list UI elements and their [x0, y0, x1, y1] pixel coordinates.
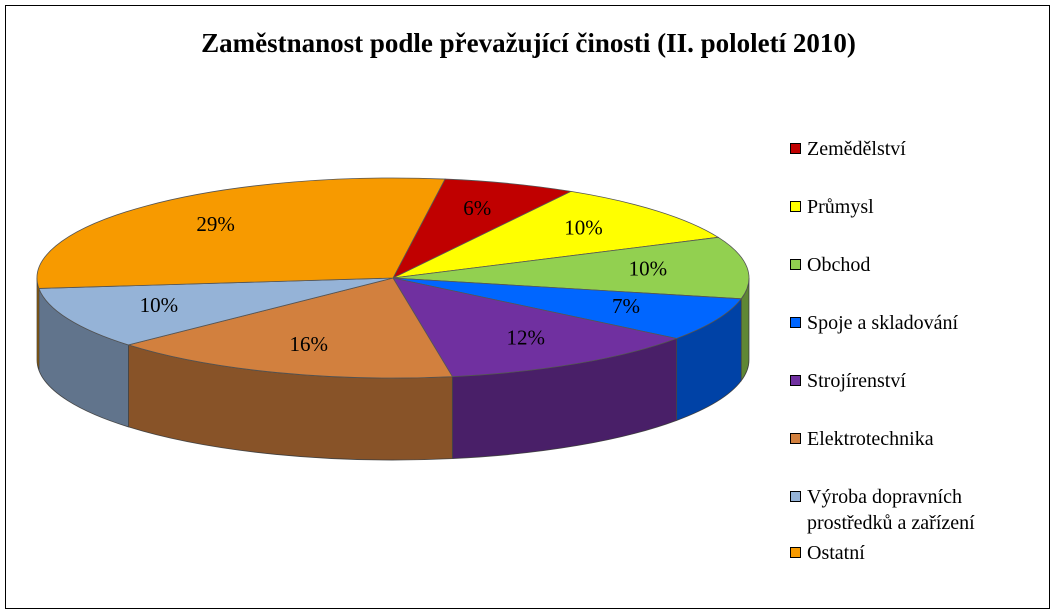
legend-swatch	[790, 547, 801, 558]
data-label: 29%	[196, 212, 235, 236]
legend-label: Průmysl	[807, 196, 874, 218]
legend-label: Zemědělství	[807, 138, 906, 160]
pie-side-shade	[741, 278, 749, 381]
legend-label: Obchod	[807, 254, 871, 276]
pie-sides	[36, 277, 750, 461]
legend: Zemědělství Průmysl Obchod Spoje a skladová…	[790, 136, 1050, 598]
chart-title: Zaměstnanost podle převažující činosti (…	[201, 28, 856, 58]
legend-swatch	[790, 491, 801, 502]
legend-item: Výroba dopravních prostředků a zařízení	[790, 484, 1050, 536]
legend-item: Spoje a skladování	[790, 310, 1050, 336]
legend-label: Ostatní	[807, 542, 865, 564]
pie-slice	[392, 277, 678, 378]
pie-side-shade	[128, 344, 453, 461]
pie-side-shade	[452, 338, 677, 459]
pie-slice	[126, 277, 454, 379]
legend-item: Průmysl	[790, 194, 1050, 220]
legend-item: Obchod	[790, 252, 1050, 278]
data-label: 10%	[140, 293, 179, 317]
pie-slice	[392, 190, 720, 279]
legend-item: Ostatní	[790, 540, 1050, 566]
pie-side-shade	[37, 278, 39, 371]
data-label: 16%	[289, 332, 328, 356]
legend-swatch	[790, 317, 801, 328]
pie-slice	[392, 236, 750, 300]
legend-swatch	[790, 259, 801, 270]
pie-side-shade	[38, 288, 129, 427]
legend-label: Elektrotechnika	[807, 428, 934, 450]
pie-side-shade	[676, 298, 742, 421]
legend-item: Elektrotechnika	[790, 426, 1050, 452]
data-label: 10%	[629, 256, 668, 280]
pie-slice	[38, 277, 394, 346]
legend-swatch	[790, 143, 801, 154]
legend-label: Strojírenství	[807, 370, 906, 392]
legend-swatch	[790, 375, 801, 386]
legend-label: Spoje a skladování	[807, 312, 959, 334]
legend-label: Výroba dopravních prostředků a zařízení	[807, 486, 975, 534]
data-label: 10%	[564, 216, 603, 240]
legend-swatch	[790, 433, 801, 444]
legend-item: Zemědělství	[790, 136, 1050, 162]
legend-swatch	[790, 201, 801, 212]
data-label: 12%	[507, 325, 546, 349]
pie-slice	[392, 277, 742, 339]
data-label: 6%	[463, 196, 491, 220]
chart-frame	[5, 5, 1050, 609]
legend-item: Strojírenství	[790, 368, 1050, 394]
pie-slice	[36, 177, 446, 289]
data-label: 7%	[612, 294, 640, 318]
pie-slice	[392, 178, 573, 279]
